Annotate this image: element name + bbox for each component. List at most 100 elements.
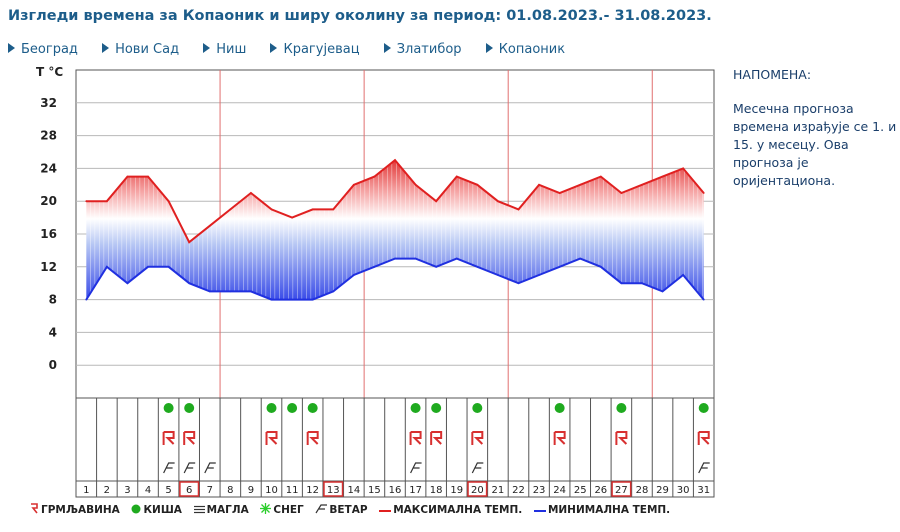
day-label-2: 2 xyxy=(104,485,110,496)
fog-icon xyxy=(193,505,205,514)
nav-link-nis[interactable]: Ниш xyxy=(203,42,246,57)
arrow-right-icon xyxy=(102,43,110,53)
city-nav: Београд Нови Сад Ниш Крагујевац Златибор… xyxy=(8,42,585,57)
legend-snow-label: СНЕГ xyxy=(273,504,304,516)
min-point-day-4 xyxy=(147,265,149,268)
nav-link-label: Београд xyxy=(21,42,78,57)
highlight-day-6 xyxy=(179,481,200,497)
thunder-icon-day-18 xyxy=(430,431,443,445)
min-point-day-15 xyxy=(373,265,376,268)
nav-link-label: Златибор xyxy=(396,42,462,57)
y-axis-label: Т °C xyxy=(36,65,63,79)
max-point-day-8 xyxy=(229,208,232,211)
nav-link-label: Копаоник xyxy=(498,42,566,57)
max-point-day-22 xyxy=(517,208,520,211)
day-label-18: 18 xyxy=(430,485,443,496)
min-point-day-31 xyxy=(702,298,705,301)
min-point-day-29 xyxy=(661,290,664,293)
max-point-day-6 xyxy=(188,241,191,244)
legend-fog-label: МАГЛА xyxy=(206,504,249,516)
rain-icon-day-18 xyxy=(431,403,442,413)
max-point-day-4 xyxy=(147,175,149,178)
legend-rain: КИША xyxy=(131,504,182,516)
min-point-day-5 xyxy=(167,265,170,268)
max-point-day-9 xyxy=(250,192,252,194)
nav-link-zlatibor[interactable]: Златибор xyxy=(383,42,462,57)
nav-link-label: Нови Сад xyxy=(115,42,180,57)
min-point-day-27 xyxy=(620,282,623,285)
day-label-22: 22 xyxy=(512,485,525,496)
max-point-day-3 xyxy=(126,175,129,178)
min-point-day-20 xyxy=(476,265,479,268)
wind-icon-day-20 xyxy=(471,462,484,474)
legend-fog: МАГЛА xyxy=(193,504,249,516)
nav-link-novi-sad[interactable]: Нови Сад xyxy=(102,42,179,57)
max-point-day-30 xyxy=(682,167,685,170)
max-point-day-24 xyxy=(558,192,561,194)
rain-icon-day-31 xyxy=(698,403,709,413)
rain-icon-day-6 xyxy=(184,403,195,413)
y-tick-label: 8 xyxy=(49,293,57,307)
nav-link-beograd[interactable]: Београд xyxy=(8,42,78,57)
note-panel: НАПОМЕНА: Месечна прогноза времена израђ… xyxy=(733,66,898,206)
thunder-icon-day-6 xyxy=(183,431,196,445)
max-point-day-27 xyxy=(620,192,623,194)
day-label-23: 23 xyxy=(533,485,546,496)
max-point-day-13 xyxy=(332,208,335,211)
legend-wind-label: ВЕТАР xyxy=(329,504,368,516)
day-label-12: 12 xyxy=(306,485,319,496)
day-label-25: 25 xyxy=(574,485,587,496)
legend-min-label: МИНИМАЛНА ТЕМП. xyxy=(547,504,671,516)
max-point-day-2 xyxy=(105,200,108,203)
day-label-17: 17 xyxy=(409,485,422,496)
legend-wind: ВЕТАР xyxy=(315,504,368,516)
max-point-day-7 xyxy=(208,224,211,227)
max-point-day-12 xyxy=(311,208,314,211)
rain-icon-day-27 xyxy=(616,403,627,413)
day-label-13: 13 xyxy=(327,485,340,496)
max-point-day-29 xyxy=(661,175,664,178)
arrow-right-icon xyxy=(203,43,211,53)
legend: ГРМЉАВИНА КИША МАГЛА СНЕГ ВЕТАР МАКСИМАЛ… xyxy=(30,503,678,516)
day-label-16: 16 xyxy=(389,485,402,496)
wind-icon-day-5 xyxy=(163,462,175,474)
y-tick-label: 0 xyxy=(49,358,57,372)
day-label-27: 27 xyxy=(615,485,628,496)
thunder-icon-day-10 xyxy=(265,431,278,445)
wind-icon-day-7 xyxy=(204,462,216,474)
min-point-day-21 xyxy=(497,274,499,276)
min-point-day-23 xyxy=(538,274,540,276)
thunder-icon-day-27 xyxy=(615,431,628,445)
y-tick-label: 16 xyxy=(40,227,57,241)
day-label-24: 24 xyxy=(553,485,566,496)
rain-icon-day-11 xyxy=(287,403,298,413)
day-label-15: 15 xyxy=(368,485,381,496)
day-label-30: 30 xyxy=(677,485,690,496)
day-label-28: 28 xyxy=(636,485,649,496)
wind-icon-day-31 xyxy=(698,462,710,474)
weather-symbols xyxy=(75,397,715,498)
max-point-day-17 xyxy=(414,183,417,186)
thunder-icon-day-17 xyxy=(409,431,422,445)
max-point-day-19 xyxy=(455,175,458,178)
min-point-day-7 xyxy=(208,290,211,293)
rain-icon-day-24 xyxy=(554,403,565,413)
highlight-day-13 xyxy=(323,481,344,497)
rain-icon-day-5 xyxy=(163,403,174,413)
min-point-day-28 xyxy=(641,282,643,285)
max-point-day-21 xyxy=(497,200,499,203)
wind-icon xyxy=(315,504,328,514)
min-point-day-9 xyxy=(250,290,252,293)
nav-link-kragujevac[interactable]: Крагујевац xyxy=(270,42,360,57)
min-point-day-17 xyxy=(414,257,417,260)
min-point-day-8 xyxy=(229,290,232,293)
day-label-21: 21 xyxy=(492,485,505,496)
y-tick-label: 28 xyxy=(40,129,57,143)
nav-link-kopaonik[interactable]: Копаоник xyxy=(485,42,566,57)
temp-range-hatch xyxy=(86,160,704,300)
rain-icon-day-20 xyxy=(472,403,483,413)
day-label-10: 10 xyxy=(265,485,278,496)
page-title: Изгледи времена за Копаоник и ширу околи… xyxy=(8,8,712,24)
min-point-day-19 xyxy=(455,257,458,260)
max-point-day-26 xyxy=(599,175,602,178)
